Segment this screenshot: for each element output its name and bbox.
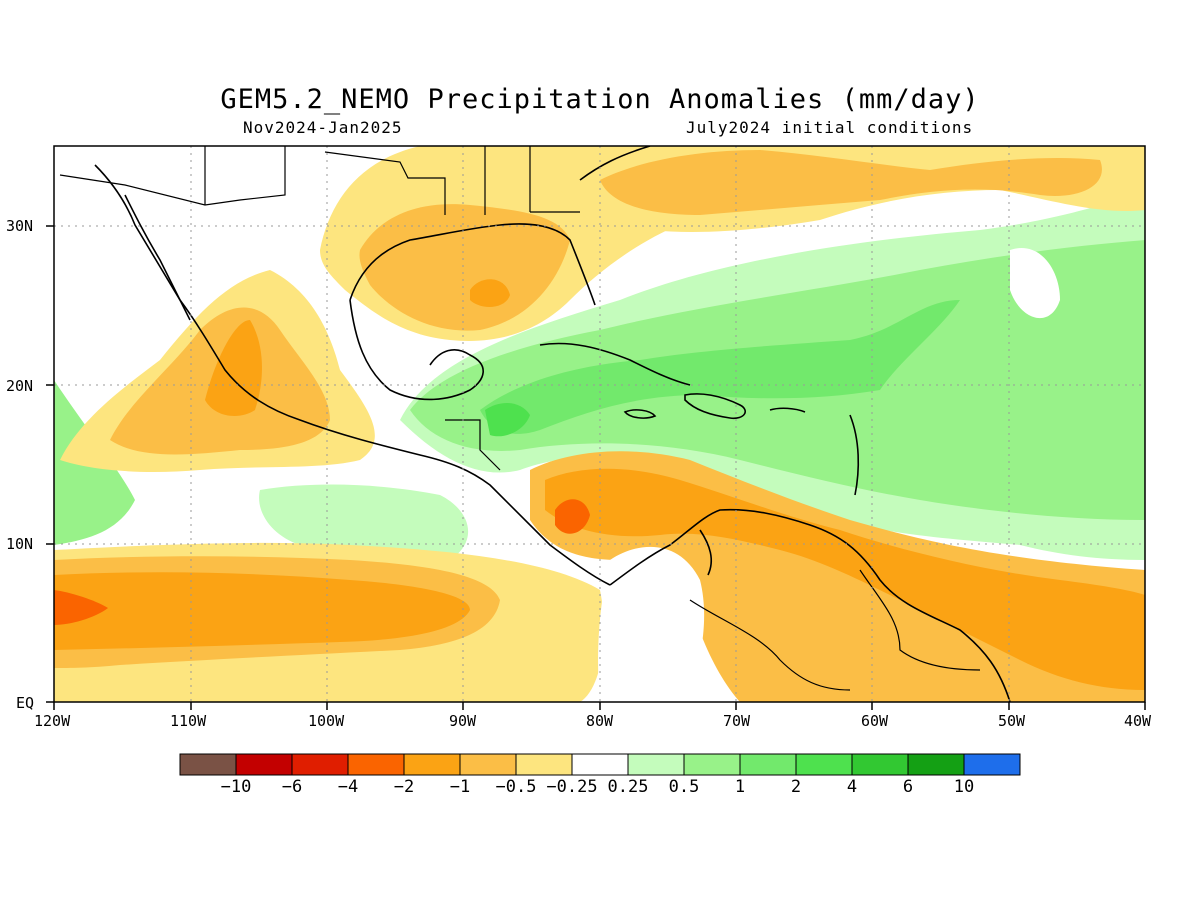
pacific-dry-inner	[54, 572, 470, 650]
colorbar-swatch	[795, 753, 853, 776]
caribbean-wet-inner	[480, 300, 960, 434]
lon-label-100w: 100W	[308, 712, 345, 730]
colorbar-swatch	[347, 753, 405, 776]
colorbar-label: 1	[734, 777, 746, 797]
lon-label-60w: 60W	[861, 712, 889, 730]
map-frame	[53, 145, 1146, 703]
colorbar-label: −4	[337, 777, 359, 797]
lon-label-80w: 80W	[586, 712, 614, 730]
colorbar-swatch	[851, 753, 909, 776]
lon-label-110w: 110W	[170, 712, 207, 730]
colorbar-label: 4	[846, 777, 858, 797]
lon-label-120w: 120W	[34, 712, 71, 730]
lat-label-20n: 20N	[6, 377, 34, 395]
lon-label-90w: 90W	[449, 712, 477, 730]
colorbar-swatch	[963, 753, 1021, 776]
colorbar-label: −0.5	[495, 777, 537, 797]
borders	[59, 146, 981, 691]
colorbar-label: −10	[220, 777, 252, 797]
mid-atlantic-clear	[1010, 248, 1060, 319]
colorbar-swatch	[291, 753, 349, 776]
pacific-wet-band	[259, 484, 469, 562]
colorbar-swatch	[907, 753, 965, 776]
colorbar-swatch	[515, 753, 573, 776]
gulf-dry-core	[359, 204, 570, 331]
lat-label-10n: 10N	[6, 535, 34, 553]
gulf-dry-inner	[470, 279, 510, 307]
lon-label-70w: 70W	[723, 712, 751, 730]
colorbar-label: 6	[902, 777, 914, 797]
lat-label-eq: EQ	[16, 694, 35, 712]
colorbar-label: −0.25	[546, 777, 598, 797]
colorbar-swatch	[403, 753, 461, 776]
honduras-wet-core	[485, 403, 530, 437]
colorbar-label: 2	[790, 777, 802, 797]
south-america-dry-core	[545, 468, 1145, 690]
colorbar-swatch	[459, 753, 517, 776]
anomaly-field	[54, 146, 1145, 702]
map-title: GEM5.2_NEMO Precipitation Anomalies (mm/…	[220, 84, 980, 115]
south-america-interior-clear	[598, 546, 705, 702]
colorbar-label: −2	[393, 777, 415, 797]
colorbar-swatch	[627, 753, 685, 776]
atlantic-dry-core	[600, 150, 1102, 215]
pacific-dry-hotspot	[54, 590, 108, 625]
colorbar-label: 10	[953, 777, 975, 797]
colorbar-swatch	[179, 753, 237, 776]
colombia-dry-hotspot	[555, 499, 590, 534]
lat-label-30n: 30N	[6, 217, 34, 235]
colorbar-label: 0.5	[668, 777, 700, 797]
colorbar-swatch	[571, 753, 629, 776]
gridlines	[54, 146, 1145, 702]
coastlines	[94, 146, 1011, 702]
colorbar-swatch	[739, 753, 797, 776]
colorbar-label: −1	[449, 777, 471, 797]
colorbar-swatch	[235, 753, 293, 776]
lon-label-50w: 50W	[998, 712, 1026, 730]
colorbar-label: −6	[281, 777, 303, 797]
colorbar	[179, 753, 1021, 776]
tick-marks	[46, 225, 1146, 710]
lon-label-40w: 40W	[1124, 712, 1152, 730]
colorbar-swatch	[683, 753, 741, 776]
colorbar-label: 0.25	[607, 777, 649, 797]
forecast-period: Nov2024-Jan2025	[243, 118, 403, 137]
initial-conditions: July2024 initial conditions	[686, 118, 974, 137]
